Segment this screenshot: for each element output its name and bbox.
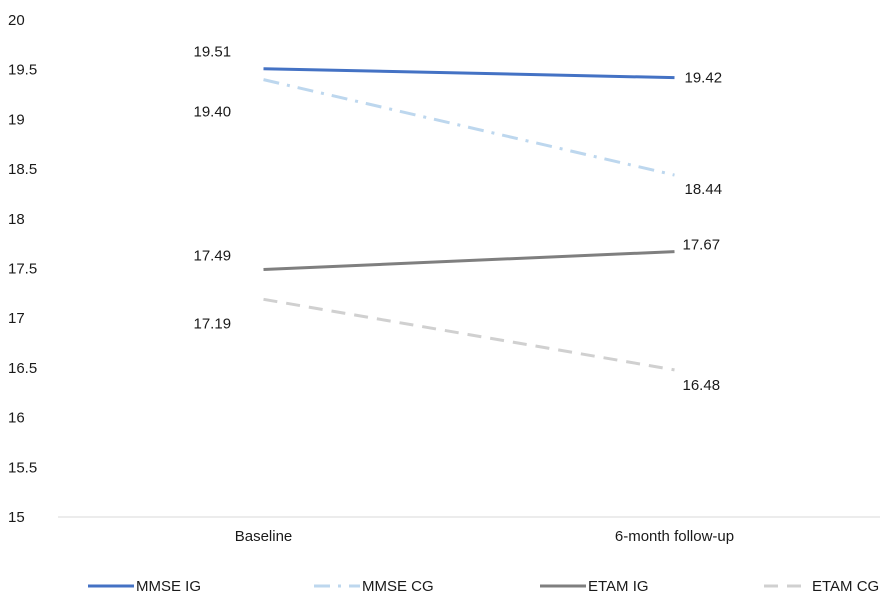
y-tick-label: 17 — [8, 310, 25, 327]
legend-swatch — [88, 584, 134, 588]
y-tick-label: 16 — [8, 410, 25, 427]
y-tick-label: 18.5 — [8, 161, 37, 178]
data-label: 18.44 — [685, 181, 723, 198]
y-tick-label: 20 — [8, 12, 25, 29]
legend-label: ETAM CG — [812, 577, 880, 595]
y-tick-label: 19 — [8, 111, 25, 128]
y-tick-label: 16.5 — [8, 360, 37, 377]
x-tick-label: Baseline — [235, 528, 293, 545]
legend-swatch — [540, 584, 586, 588]
legend-item: ETAM CG — [764, 576, 879, 596]
legend-label: MMSE CG — [362, 577, 434, 595]
series-line — [263, 78, 675, 177]
data-label: 19.51 — [194, 44, 232, 61]
series-lines — [263, 67, 675, 372]
data-label: 17.19 — [194, 315, 232, 332]
data-label: 19.42 — [685, 70, 723, 87]
y-tick-label: 15 — [8, 509, 25, 526]
legend-label: MMSE IG — [136, 577, 202, 595]
y-tick-label: 15.5 — [8, 459, 37, 476]
legend-label: ETAM IG — [588, 577, 649, 595]
legend-item: MMSE CG — [314, 576, 434, 596]
x-tick-label: 6-month follow-up — [615, 528, 734, 545]
legend-swatch — [764, 584, 810, 588]
legend-item: ETAM IG — [540, 576, 649, 596]
legend-item: MMSE IG — [88, 576, 201, 596]
data-label: 17.67 — [683, 237, 721, 254]
data-label: 19.40 — [194, 104, 232, 121]
series-line — [263, 250, 675, 271]
data-label: 17.49 — [194, 247, 232, 264]
data-labels: 19.51 19.42 19.40 18.44 17.49 17.67 17.19 16.48 — [194, 44, 723, 394]
series-line — [263, 67, 675, 80]
data-label: 16.48 — [683, 377, 721, 394]
legend: MMSE IG MMSE CG ETAM IG ETAM CG — [0, 576, 883, 596]
x-axis: Baseline 6-month follow-up — [235, 528, 734, 545]
y-tick-label: 18 — [8, 211, 25, 228]
series-line — [263, 297, 675, 372]
legend-swatch — [314, 584, 360, 588]
y-tick-label: 19.5 — [8, 62, 37, 79]
y-tick-label: 17.5 — [8, 261, 37, 278]
line-chart: 15 15.5 16 16.5 17 17.5 18 18.5 19 19.5 20 Baselin… — [8, 12, 880, 545]
y-axis: 15 15.5 16 16.5 17 17.5 18 18.5 19 19.5 20 — [8, 12, 37, 526]
